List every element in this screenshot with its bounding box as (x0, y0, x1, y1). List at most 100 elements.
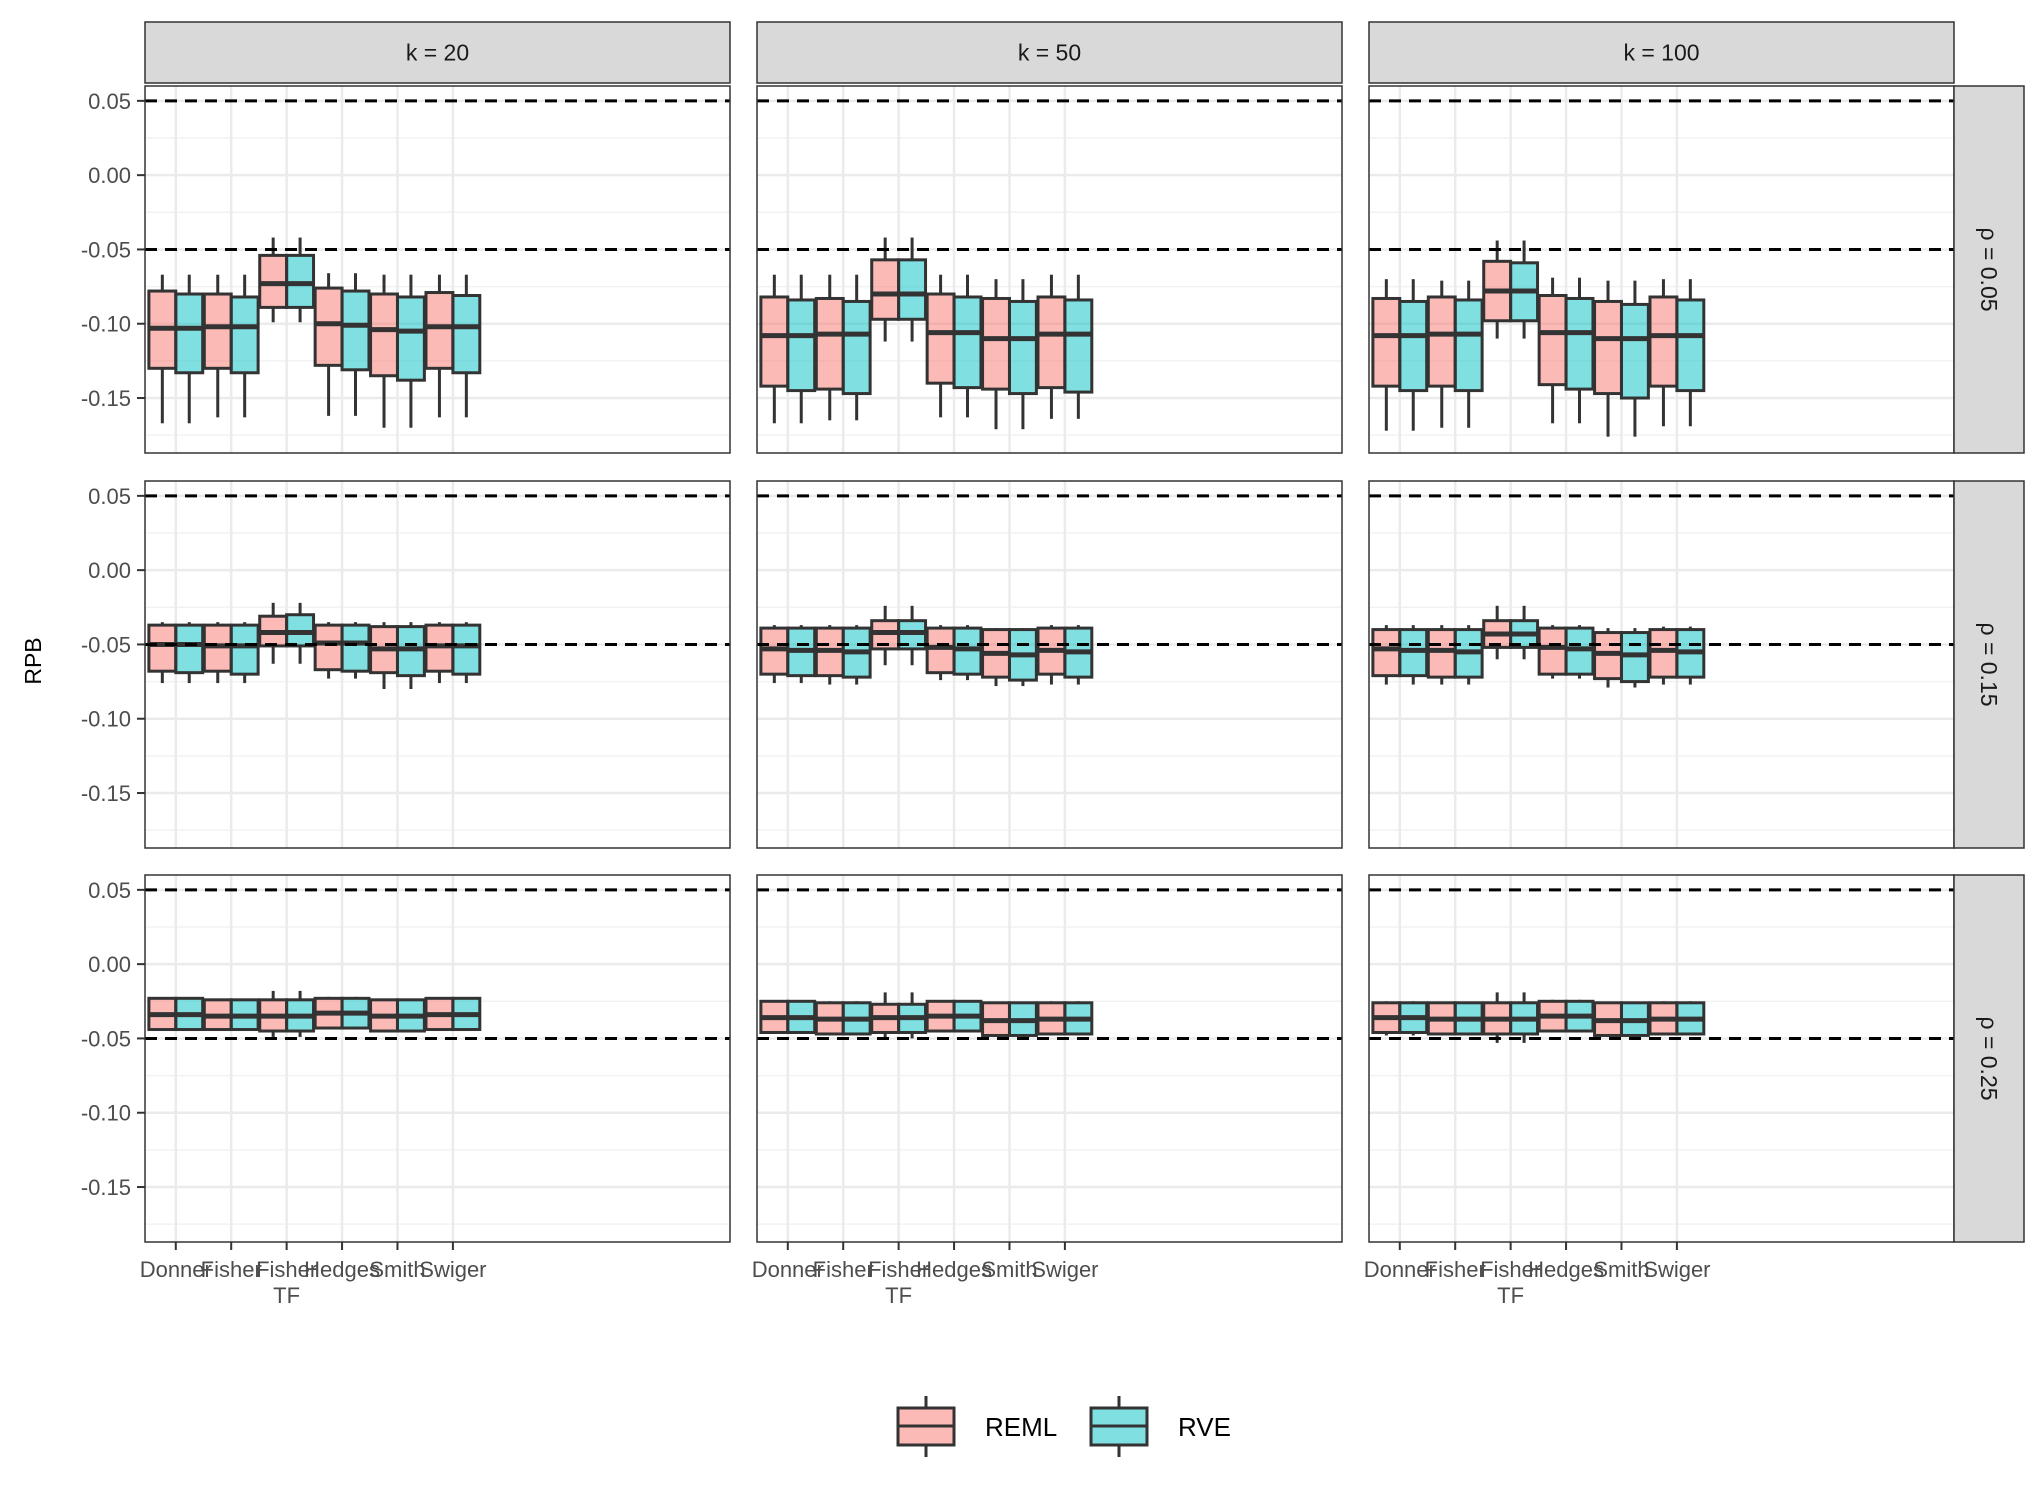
strip-k-50: k = 50 (756, 21, 1343, 84)
box-body (174, 623, 205, 675)
x-tick-label: Fisher (813, 1257, 874, 1282)
x-tick-label: Hedges (304, 1257, 380, 1282)
box-body (424, 291, 455, 370)
box-reml-hedges (925, 999, 956, 1033)
axes-layer: 0.05 0.00 -0.05 -0.10 -0.15 0.05 0.00 -0.05 -0.1… (81, 89, 1711, 1308)
box-rve-swiger (1675, 626, 1706, 685)
box-body (1426, 628, 1457, 679)
box-rve-swiger (1675, 1001, 1706, 1036)
panel-border (144, 874, 731, 1243)
x-tick-label: Fisher (1425, 1257, 1486, 1282)
strip-background (756, 21, 1343, 84)
strip-background (1953, 874, 2025, 1243)
strip-0-05: ρ = 0.05 (1953, 85, 2025, 454)
y-tick-label: 0.00 (88, 558, 131, 583)
box-rve-swiger (1063, 1001, 1094, 1036)
box-reml-donner (1371, 625, 1402, 685)
panel-0-05-k-100 (1368, 85, 1955, 454)
box-rve-fisher-tf (897, 237, 928, 342)
box-body (1648, 628, 1679, 679)
box-reml-hedges (1537, 999, 1568, 1033)
box-rve-fisher-tf (1509, 992, 1540, 1043)
box-body (1564, 296, 1595, 391)
strip-background (144, 21, 731, 84)
box-rve-fisher-tf (897, 992, 928, 1039)
panel-border (756, 85, 1343, 454)
box-rve-swiger (1063, 274, 1094, 419)
box-reml-fisher (202, 998, 233, 1032)
box-rve-smith (1619, 1001, 1650, 1037)
box-reml-smith (1593, 1001, 1623, 1037)
box-body (202, 292, 233, 370)
box-body (814, 296, 845, 391)
box-reml-fisher-tf (870, 237, 901, 342)
x-tick-label: Fisher TF (1480, 1257, 1541, 1308)
box-rve-donner (786, 999, 817, 1034)
box-body (229, 623, 260, 676)
panel-0-05-k-20 (144, 85, 731, 454)
box-rve-donner (174, 274, 205, 424)
strip-label: k = 20 (406, 40, 469, 66)
legend-item-rve: RVE (1089, 1396, 1231, 1457)
x-tick-label: Smith (1593, 1257, 1649, 1282)
panel-0-15-k-50 (756, 480, 1343, 849)
box-body (759, 295, 790, 388)
y-tick-label: 0.00 (88, 952, 131, 977)
box-body (174, 292, 205, 375)
panel-background (1369, 875, 1954, 1242)
box-reml-swiger (424, 996, 455, 1032)
box-body (897, 258, 928, 321)
box-body (147, 623, 178, 673)
x-tick-label: Smith (369, 1257, 425, 1282)
y-tick-label: -0.15 (81, 781, 131, 806)
box-rve-smith (1007, 279, 1038, 430)
box-reml-smith (369, 998, 399, 1033)
x-tick-label: Hedges (1528, 1257, 1604, 1282)
strip-label: k = 100 (1623, 40, 1699, 66)
y-axis-title: RPB (20, 637, 46, 684)
box-rve-swiger (451, 274, 482, 418)
box-rve-fisher (229, 622, 260, 684)
box-body (1007, 299, 1038, 396)
box-rve-hedges (340, 273, 371, 416)
box-reml-hedges (313, 996, 344, 1030)
box-body (841, 299, 872, 396)
box-reml-donner (759, 625, 790, 684)
box-rve-swiger (451, 996, 482, 1032)
box-reml-fisher (814, 1001, 845, 1036)
strip-background (1953, 480, 2025, 849)
x-tick-label: Swiger (1643, 1257, 1710, 1282)
box-body (1063, 298, 1094, 394)
box-body (1593, 299, 1623, 396)
strips-layer: k = 20 k = 50 k = 100 ρ = 0.05 ρ = 0.15 ρ = 0… (144, 21, 2025, 1243)
box-body (786, 298, 817, 393)
x-tick-label: Donner (752, 1257, 824, 1282)
box-rve-smith (1619, 280, 1650, 437)
box-reml-smith (981, 628, 1011, 687)
box-reml-fisher (814, 625, 845, 685)
box-body (451, 294, 482, 375)
y-tick-label: -0.05 (81, 1026, 131, 1051)
box-body (340, 289, 371, 372)
panel-border (756, 874, 1343, 1243)
legend-label: REML (985, 1412, 1057, 1442)
strip-k-20: k = 20 (144, 21, 731, 84)
x-tick-label: Hedges (916, 1257, 992, 1282)
y-tick-label: 0.05 (88, 878, 131, 903)
box-rve-swiger (1063, 625, 1094, 685)
box-reml-hedges (313, 622, 344, 679)
box-rve-fisher-tf (285, 237, 316, 323)
box-rve-smith (1007, 1001, 1038, 1037)
legend: REML RVE (896, 1396, 1231, 1457)
box-reml-fisher (1426, 625, 1457, 685)
panel-0-15-k-100 (1368, 480, 1955, 849)
y-tick-label: 0.00 (88, 163, 131, 188)
box-reml-hedges (1537, 277, 1568, 424)
panel-background (145, 875, 730, 1242)
box-body (1036, 295, 1067, 390)
box-body (1398, 299, 1429, 393)
box-body (1453, 298, 1484, 393)
box-rve-hedges (952, 625, 983, 681)
box-rve-fisher (841, 1001, 872, 1036)
strip-label: ρ = 0.05 (1976, 227, 2002, 311)
